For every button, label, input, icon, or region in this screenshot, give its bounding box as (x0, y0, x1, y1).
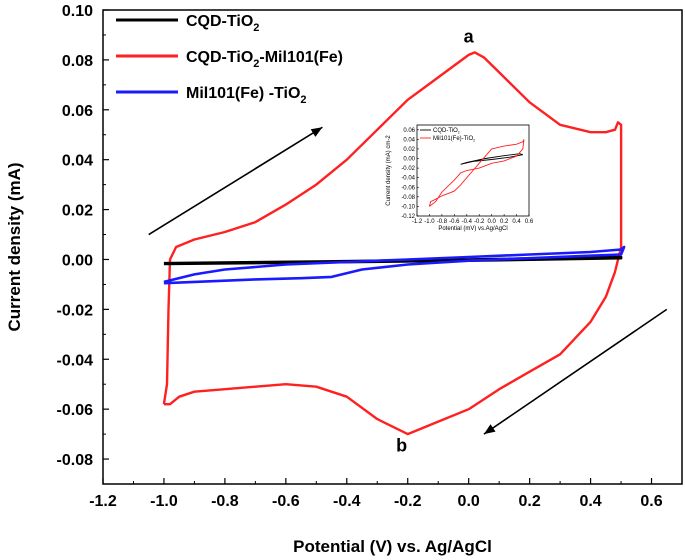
inset-legend-label-subscript: 2 (458, 131, 460, 135)
inset-series-line-1 (428, 139, 525, 207)
inset-x-tick-label: -0.8 (437, 219, 448, 225)
inset-y-tick-label: -0.08 (401, 195, 415, 201)
inset-y-tick-label: 0.04 (403, 137, 415, 143)
y-axis-title: Current density (mA) (5, 162, 24, 331)
x-tick-label: -0.2 (394, 493, 422, 510)
y-tick-label: 0.02 (62, 203, 93, 220)
inset-y-tick-label: -0.12 (401, 214, 415, 220)
series-line-1 (162, 51, 623, 436)
inset-x-tick-label: -1.0 (424, 219, 435, 225)
peak-label-a: a (464, 26, 475, 46)
y-tick-label: 0.06 (62, 103, 93, 120)
inset-x-tick-label: 0.0 (487, 219, 496, 225)
legend-label-subscript: 2 (253, 58, 259, 70)
inset-x-axis-title: Potential (mV) vs.Ag/AgCl (438, 226, 507, 232)
inset-x-tick-label: 0.4 (512, 219, 521, 225)
legend-label-tail: -Mil101(Fe) (259, 49, 343, 66)
y-tick-label: -0.04 (57, 352, 94, 369)
inset-legend-label-1: Mil101(Fe)-TiO2 (433, 136, 475, 143)
y-tick-label: -0.08 (57, 452, 94, 469)
inset-y-tick-label: 0.06 (403, 128, 415, 134)
inset-chart: -1.2 -1.0 -0.8 -0.6 -0.4 -0.2 0.0 0.2 0.4 0.6 0.06… (386, 124, 534, 232)
inset-y-tick-label: -0.06 (401, 185, 415, 191)
x-tick-label: 0.6 (640, 493, 662, 510)
y-tick-label: 0.04 (62, 153, 93, 170)
inset-x-tick-label: -0.2 (474, 219, 485, 225)
series-line-2 (163, 245, 626, 285)
inset-x-tick-label: -0.6 (449, 219, 460, 225)
legend-label-main: CQD-TiO (186, 49, 253, 66)
inset-y-axis-title: Current density (mA) cm-2 (386, 135, 392, 206)
legend-label-main: CQD-TiO (186, 13, 253, 30)
main-arrows (148, 126, 668, 435)
inset-legend-label-0: CQD-TiO2 (433, 128, 460, 135)
y-tick-label: 0.10 (62, 3, 93, 20)
x-tick-label: -0.6 (272, 493, 300, 510)
y-tick-label: 0.00 (62, 252, 93, 269)
x-tick-label: 0.0 (458, 493, 480, 510)
direction-arrow-shaft (483, 308, 668, 435)
legend-label-subscript: 2 (253, 22, 259, 34)
legend-label-main: Mil101(Fe) -TiO (186, 85, 300, 102)
y-tick-label: -0.06 (57, 402, 94, 419)
plot-frame (102, 9, 683, 485)
legend-label-0: CQD-TiO2 (186, 13, 259, 34)
main-annotations: ab (396, 26, 475, 455)
x-tick-label: -1.2 (89, 493, 117, 510)
x-tick-label: -0.8 (211, 493, 239, 510)
inset-legend-label-main: CQD-TiO (433, 128, 458, 134)
legend-label-1: CQD-TiO2-Mil101(Fe) (186, 49, 343, 70)
inset-y-tick-label: -0.04 (401, 176, 415, 182)
legend-label-2: Mil101(Fe) -TiO2 (186, 85, 307, 106)
main-series (162, 51, 626, 436)
x-tick-label: 0.2 (519, 493, 541, 510)
direction-arrow-head (483, 424, 496, 435)
x-tick-label: -0.4 (333, 493, 361, 510)
inset-legend-label-subscript: 2 (473, 139, 475, 143)
legend-label-subscript: 2 (300, 94, 306, 106)
y-tick-label: -0.02 (57, 302, 94, 319)
inset-x-tick-label: 0.6 (525, 219, 534, 225)
main-ticks: -1.2 -1.0 -0.8 -0.6 -0.4 -0.2 0.0 0.2 0.4 0.60.10… (57, 3, 663, 510)
inset-x-tick-label: -0.4 (462, 219, 473, 225)
inset-x-tick-label: 0.2 (500, 219, 509, 225)
inset-y-tick-label: -0.02 (401, 166, 415, 172)
x-tick-label: -1.0 (150, 493, 178, 510)
x-axis-title: Potential (V) vs. Ag/AgCl (293, 537, 492, 556)
inset-y-tick-label: 0.00 (403, 157, 415, 163)
inset-legend-label-main: Mil101(Fe)-TiO (433, 136, 473, 142)
inset-y-tick-label: 0.02 (403, 147, 415, 153)
y-tick-label: 0.08 (62, 53, 93, 70)
x-tick-label: 0.4 (579, 493, 601, 510)
direction-arrow-shaft (148, 126, 323, 236)
peak-label-b: b (396, 436, 407, 456)
inset-series-line-0 (460, 153, 523, 165)
direction-arrow-head (310, 127, 323, 137)
inset-x-tick-label: -1.2 (412, 219, 423, 225)
inset-y-tick-label: -0.10 (401, 204, 415, 210)
